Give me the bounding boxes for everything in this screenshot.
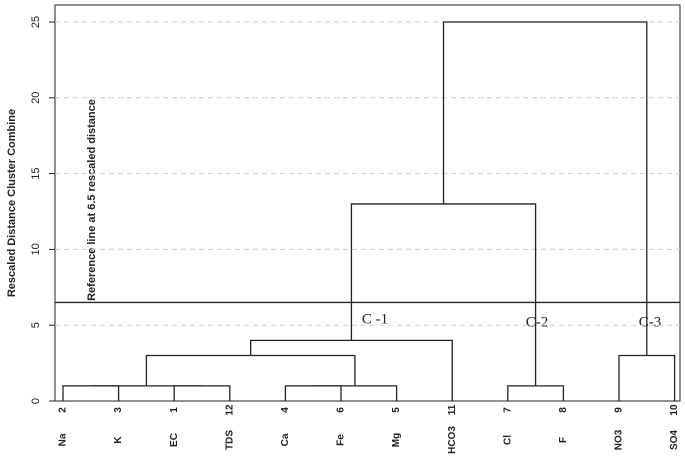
dendrogram-link bbox=[350, 203, 537, 386]
leaf-number: 1 bbox=[169, 407, 180, 413]
leaf-label: NO3 bbox=[614, 429, 625, 450]
cluster-label: C -1 bbox=[362, 311, 388, 327]
dendrogram-link bbox=[250, 339, 453, 401]
leaf-label: Ca bbox=[280, 433, 291, 446]
y-tick-label: 5 bbox=[30, 322, 42, 328]
leaf-number: 4 bbox=[280, 407, 291, 413]
dendrogram-link bbox=[173, 385, 231, 401]
leaf-number: 11 bbox=[447, 404, 458, 415]
cluster-label: C-3 bbox=[639, 314, 662, 330]
leaf-number: 8 bbox=[558, 407, 569, 413]
reference-label: Reference line at 6.5 rescaled distance bbox=[86, 99, 98, 301]
leaf-number: 6 bbox=[336, 407, 347, 413]
y-axis-label: Rescaled Distance Cluster Combine bbox=[6, 109, 18, 297]
dendrogram-link bbox=[62, 385, 120, 401]
leaf-label: TDS bbox=[224, 430, 235, 450]
leaf-label: K bbox=[113, 436, 124, 444]
y-tick-label: 0 bbox=[30, 398, 42, 404]
dendrogram-link bbox=[442, 21, 648, 356]
leaf-number: 7 bbox=[502, 407, 513, 413]
y-tick-label: 25 bbox=[30, 16, 42, 28]
leaf-number: 9 bbox=[614, 407, 625, 413]
leaf-label: Mg bbox=[391, 433, 402, 447]
cluster-label: C-2 bbox=[526, 314, 549, 330]
dendrogram-link bbox=[284, 385, 342, 401]
leaf-number: 3 bbox=[113, 407, 124, 413]
y-tick-label: 10 bbox=[30, 243, 42, 255]
leaf-number: 12 bbox=[224, 404, 235, 416]
y-tick-label: 20 bbox=[30, 92, 42, 104]
dendrogram-link bbox=[313, 385, 398, 401]
leaf-number: 10 bbox=[669, 404, 680, 416]
leaf-label: Cl bbox=[502, 435, 513, 445]
dendrogram-link bbox=[145, 354, 356, 386]
y-tick-label: 15 bbox=[30, 167, 42, 179]
leaf-number: 2 bbox=[58, 407, 69, 413]
leaf-label: F bbox=[558, 437, 569, 443]
leaf-number: 5 bbox=[391, 407, 402, 413]
leaf-label: EC bbox=[169, 433, 180, 447]
plot-frame bbox=[54, 4, 681, 402]
leaf-label: SO4 bbox=[669, 430, 680, 450]
leaf-label: HCO3 bbox=[447, 426, 458, 454]
dendrogram-link bbox=[507, 385, 565, 401]
leaf-label: Fe bbox=[336, 434, 347, 446]
dendrogram-link bbox=[618, 354, 676, 401]
leaf-label: Na bbox=[58, 433, 69, 446]
